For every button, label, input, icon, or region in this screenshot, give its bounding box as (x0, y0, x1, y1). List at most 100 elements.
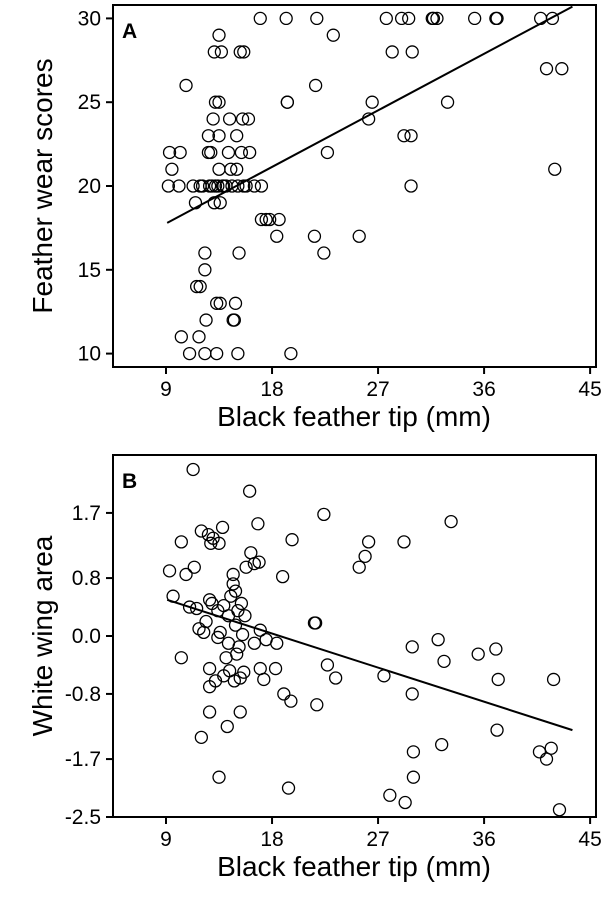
scatter-point (435, 737, 449, 752)
scatter-point (548, 162, 562, 176)
scatter-point (320, 145, 335, 160)
scatter-point (397, 535, 411, 549)
scatter-point (383, 788, 397, 802)
scatter-point (220, 719, 234, 734)
scatter-point (206, 112, 220, 126)
scatter-point (237, 665, 251, 679)
scatter-point (213, 625, 227, 640)
scatter-point (281, 781, 296, 795)
scatter-point (471, 647, 485, 661)
y-tick-label: 0.0 (72, 625, 101, 648)
scatter-point (437, 654, 451, 668)
scatter-point (173, 145, 187, 160)
scatter-point (247, 179, 262, 193)
scatter-point (228, 618, 243, 632)
scatter-point (539, 62, 554, 76)
scatter-point (189, 279, 204, 294)
scatter-point (231, 604, 245, 618)
scatter-point (398, 795, 412, 810)
scatter-point (233, 705, 247, 719)
scatter-point (272, 212, 286, 227)
scatter-point (182, 600, 197, 614)
x-tick-label: 9 (160, 828, 172, 851)
scatter-point (444, 514, 458, 529)
scatter-point (259, 212, 273, 227)
scatter-point (254, 212, 269, 227)
scatter-point (179, 78, 193, 93)
scatter-point (174, 651, 188, 665)
scatter-point (227, 674, 241, 688)
scatter-point (284, 346, 298, 361)
scatter-point (198, 263, 212, 277)
scatter-point (251, 517, 265, 531)
scatter-point (490, 11, 504, 26)
scatter-point (239, 560, 253, 574)
scatter-point (172, 179, 186, 193)
scatter-point (230, 162, 244, 176)
x-tick-label: 27 (366, 378, 389, 401)
scatter-point (365, 95, 379, 109)
scatter-point (212, 536, 226, 550)
scatter-point (204, 145, 218, 160)
scatter-point (489, 642, 503, 656)
scatter-point (202, 593, 217, 607)
scatter-point (263, 212, 277, 227)
scatter-point (221, 145, 236, 160)
scatter-point (552, 803, 567, 817)
scatter-point (228, 584, 243, 598)
scatter-point (394, 11, 409, 26)
scatter-point (198, 346, 212, 361)
scatter-point (317, 246, 331, 260)
scatter-point (241, 112, 256, 126)
scatter-point (253, 661, 267, 676)
scatter-point (208, 95, 223, 109)
scatter-point (212, 162, 226, 176)
scatter-point (201, 527, 216, 542)
scatter-point (468, 11, 482, 26)
scatter-point (230, 647, 244, 661)
scatter-point (186, 462, 200, 477)
y-tick-label: -1.7 (65, 748, 101, 771)
scatter-point (213, 296, 227, 310)
x-tick-label: 45 (578, 828, 601, 851)
scatter-point (202, 661, 217, 676)
scatter-point (224, 589, 238, 603)
scatter-point (402, 11, 416, 26)
scatter-point (224, 162, 238, 176)
scatter-point (227, 313, 241, 327)
scatter-point (275, 569, 290, 584)
scatter-point (161, 179, 176, 193)
scatter-point (430, 11, 444, 26)
scatter-point (329, 671, 343, 685)
regression-line (166, 5, 573, 224)
scatter-point (231, 179, 245, 193)
scatter-point (165, 162, 179, 176)
scatter-point (226, 577, 240, 591)
x-tick-label: 18 (260, 828, 283, 851)
scatter-point (397, 129, 411, 143)
x-axis-title: Black feather tip (mm) (217, 401, 491, 432)
y-axis-title: White wing area (27, 535, 58, 736)
panel-label: A (122, 20, 137, 43)
scatter-point (186, 179, 200, 193)
scatter-point (162, 145, 177, 160)
scatter-point (253, 11, 267, 26)
scatter-point (252, 555, 266, 569)
scatter-point (352, 560, 366, 574)
y-tick-label: 0.8 (72, 567, 101, 590)
scatter-point (194, 524, 209, 538)
scatter-point (212, 95, 226, 109)
y-tick-label: 15 (78, 259, 101, 282)
y-tick-label: 20 (78, 175, 101, 198)
scatter-point (162, 564, 177, 578)
scatter-point (280, 95, 295, 109)
scatter-point (195, 179, 210, 193)
y-tick-label: 30 (78, 7, 101, 30)
scatter-point (210, 346, 224, 361)
scatter-point (228, 296, 243, 310)
scatter-point (358, 549, 372, 564)
scatter-point (234, 145, 249, 160)
scatter-point (379, 11, 393, 26)
y-tick-label: 10 (78, 343, 101, 366)
